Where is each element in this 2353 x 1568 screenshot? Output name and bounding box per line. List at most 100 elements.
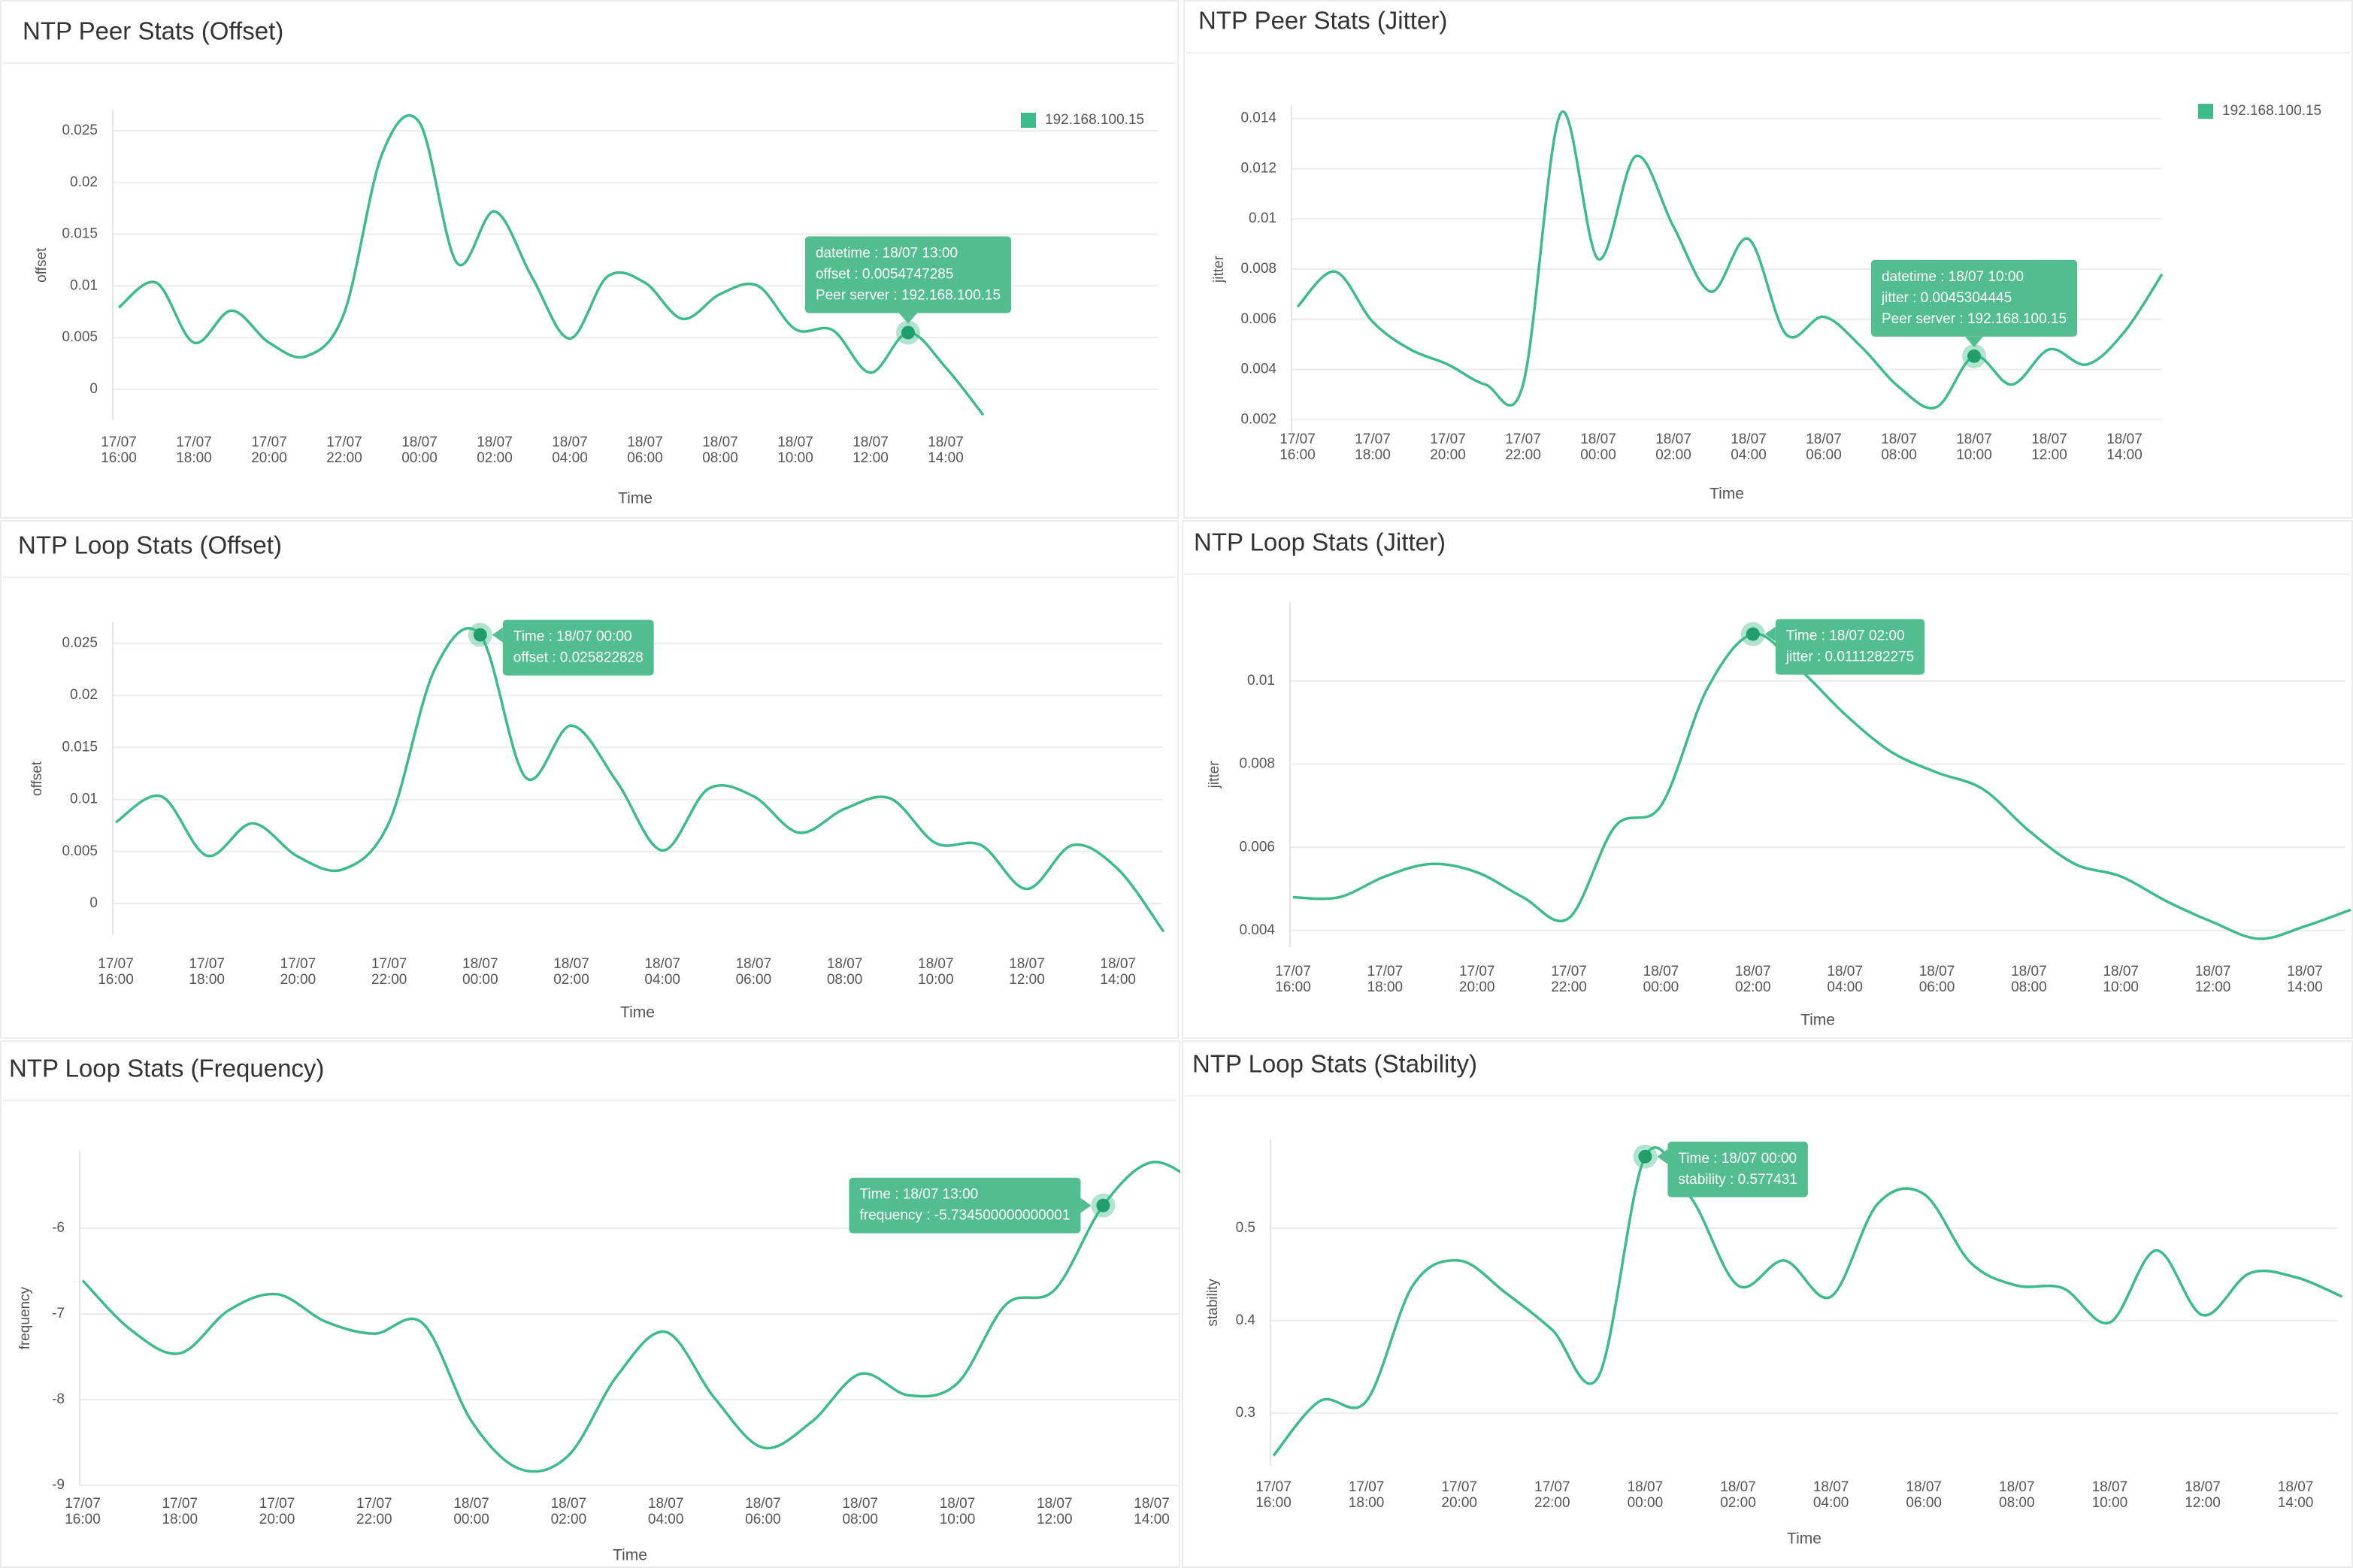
tooltip: Time : 18/07 13:00 frequency : -5.7345000… <box>849 1177 1092 1234</box>
x-tick-label: 17/07 16:00 <box>1255 1479 1292 1511</box>
x-tick-label: 17/07 20:00 <box>1430 431 1466 463</box>
tooltip-arrow <box>1080 1197 1092 1213</box>
tooltip-text: jitter : 0.0045304445 <box>1881 290 2012 306</box>
y-tick-label: -7 <box>52 1306 65 1321</box>
x-tick-label: 18/07 00:00 <box>1643 964 1679 995</box>
tooltip-text: Time : 18/07 00:00 <box>513 629 632 645</box>
x-tick-label: 18/07 12:00 <box>2185 1479 2221 1511</box>
tooltip-box <box>804 236 1012 313</box>
x-tick-label: 18/07 06:00 <box>735 956 772 988</box>
y-tick-label: 0.008 <box>1240 261 1276 277</box>
y-tick-label: 0.012 <box>1240 160 1276 176</box>
tooltip-text: datetime : 18/07 13:00 <box>816 245 958 261</box>
y-tick-label: 0.01 <box>70 277 98 293</box>
x-tick-label: 18/07 06:00 <box>1918 964 1955 995</box>
x-tick-label: 17/07 22:00 <box>1534 1479 1570 1511</box>
highlight-point <box>1096 1198 1110 1212</box>
x-tick-label: 18/07 08:00 <box>1999 1479 2035 1511</box>
x-tick-label: 18/07 02:00 <box>1720 1479 1756 1511</box>
y-tick-label: 0.025 <box>62 635 98 651</box>
y-tick-label: 0 <box>89 381 98 397</box>
y-tick-label: 0.005 <box>62 843 98 859</box>
x-tick-label: 17/07 22:00 <box>371 956 407 988</box>
x-tick-label: 17/07 18:00 <box>1367 964 1404 995</box>
y-tick-label: 0.002 <box>1240 411 1276 427</box>
y-tick-label: 0.01 <box>70 792 98 807</box>
tooltip-box <box>1775 619 1925 675</box>
x-tick-label: 18/07 06:00 <box>1806 431 1842 463</box>
y-tick-label: 0.01 <box>1249 210 1276 226</box>
y-axis-label: jitter <box>1207 761 1222 789</box>
x-tick-label: 18/07 06:00 <box>745 1496 781 1527</box>
tooltip-arrow <box>1764 626 1776 642</box>
tooltip-arrow <box>1657 1149 1668 1164</box>
x-tick-label: 18/07 14:00 <box>928 434 964 466</box>
x-tick-label: 18/07 04:00 <box>1731 431 1767 463</box>
tooltip-box <box>1870 259 2078 337</box>
x-tick-label: 17/07 20:00 <box>259 1496 295 1527</box>
series-line <box>1296 110 2164 410</box>
series-line <box>81 1161 1180 1473</box>
tooltip-text: offset : 0.025822828 <box>513 650 644 666</box>
highlight-point <box>473 628 487 642</box>
tooltip-text: offset : 0.0054747285 <box>816 266 953 282</box>
tooltip: datetime : 18/07 10:00 jitter : 0.0045304… <box>1870 259 2078 347</box>
x-axis-label: Time <box>1800 1012 1835 1029</box>
x-tick-label: 17/07 16:00 <box>65 1496 101 1527</box>
y-tick-label: 0.4 <box>1236 1312 1256 1328</box>
y-tick-label: 0.01 <box>1247 673 1275 689</box>
y-tick-label: 0.025 <box>62 123 98 138</box>
y-axis-label: frequency <box>17 1286 33 1349</box>
x-tick-label: 18/07 00:00 <box>462 956 498 988</box>
y-tick-label: 0.005 <box>62 329 98 345</box>
x-tick-label: 17/07 22:00 <box>1551 964 1587 995</box>
y-tick-label: 0.3 <box>1236 1405 1255 1421</box>
x-tick-label: 18/07 10:00 <box>2103 964 2139 995</box>
x-tick-label: 18/07 12:00 <box>2031 431 2067 463</box>
tooltip-arrow <box>492 627 503 643</box>
series-line <box>117 114 985 416</box>
x-tick-label: 18/07 10:00 <box>777 434 813 466</box>
x-tick-label: 17/07 18:00 <box>1355 431 1391 463</box>
x-tick-label: 18/07 12:00 <box>1009 956 1045 988</box>
x-tick-label: 18/07 08:00 <box>842 1496 878 1527</box>
x-tick-label: 18/07 00:00 <box>401 434 438 466</box>
y-tick-label: 0.008 <box>1239 756 1275 772</box>
highlight-point <box>1967 349 1981 363</box>
y-tick-label: 0.5 <box>1236 1220 1255 1236</box>
chart-title: NTP Loop Stats (Stability) <box>1192 1050 1477 1078</box>
x-tick-label: 18/07 04:00 <box>1827 964 1863 995</box>
y-axis-label: jitter <box>1211 255 1227 283</box>
tooltip-text: Time : 18/07 00:00 <box>1678 1151 1797 1167</box>
panel <box>1182 520 2353 1039</box>
y-tick-label: 0.006 <box>1240 311 1276 327</box>
x-tick-label: 17/07 22:00 <box>1505 431 1541 463</box>
x-tick-label: 18/07 14:00 <box>1100 956 1136 988</box>
tooltip-box <box>849 1177 1081 1234</box>
series-line <box>1272 1146 2343 1457</box>
plot: 0 0.005 0.01 0.015 0.02 0.025 <box>62 110 1158 420</box>
x-axis-label: Time <box>1787 1530 1822 1548</box>
x-tick-label: 17/07 16:00 <box>101 434 137 466</box>
chart-title: NTP Loop Stats (Jitter) <box>1194 528 1446 556</box>
x-tick-label: 17/07 20:00 <box>1458 964 1495 995</box>
tooltip: Time : 18/07 00:00 stability : 0.577431 <box>1657 1141 1808 1197</box>
x-tick-label: 17/07 18:00 <box>189 956 225 988</box>
tooltip-arrow <box>899 313 917 324</box>
x-tick-label: 18/07 00:00 <box>453 1496 489 1527</box>
x-tick-label: 18/07 02:00 <box>477 434 513 466</box>
x-tick-label: 18/07 02:00 <box>553 956 589 988</box>
tooltip: Time : 18/07 02:00 jitter : 0.0111282275 <box>1764 619 1925 675</box>
legend-label: 192.168.100.15 <box>2222 103 2321 119</box>
x-tick-label: 18/07 10:00 <box>2091 1479 2128 1511</box>
tooltip-text: Time : 18/07 13:00 <box>859 1187 978 1203</box>
tooltip-text: jitter : 0.0111282275 <box>1785 649 1914 665</box>
legend-label: 192.168.100.15 <box>1045 112 1144 128</box>
x-tick-label: 18/07 14:00 <box>2277 1479 2314 1511</box>
legend-swatch <box>2198 104 2213 119</box>
tooltip-text: frequency : -5.734500000000001 <box>859 1208 1070 1224</box>
x-axis-label: Time <box>1709 486 1744 503</box>
x-tick-label: 17/07 22:00 <box>356 1496 392 1527</box>
x-tick-label: 17/07 18:00 <box>176 434 212 466</box>
